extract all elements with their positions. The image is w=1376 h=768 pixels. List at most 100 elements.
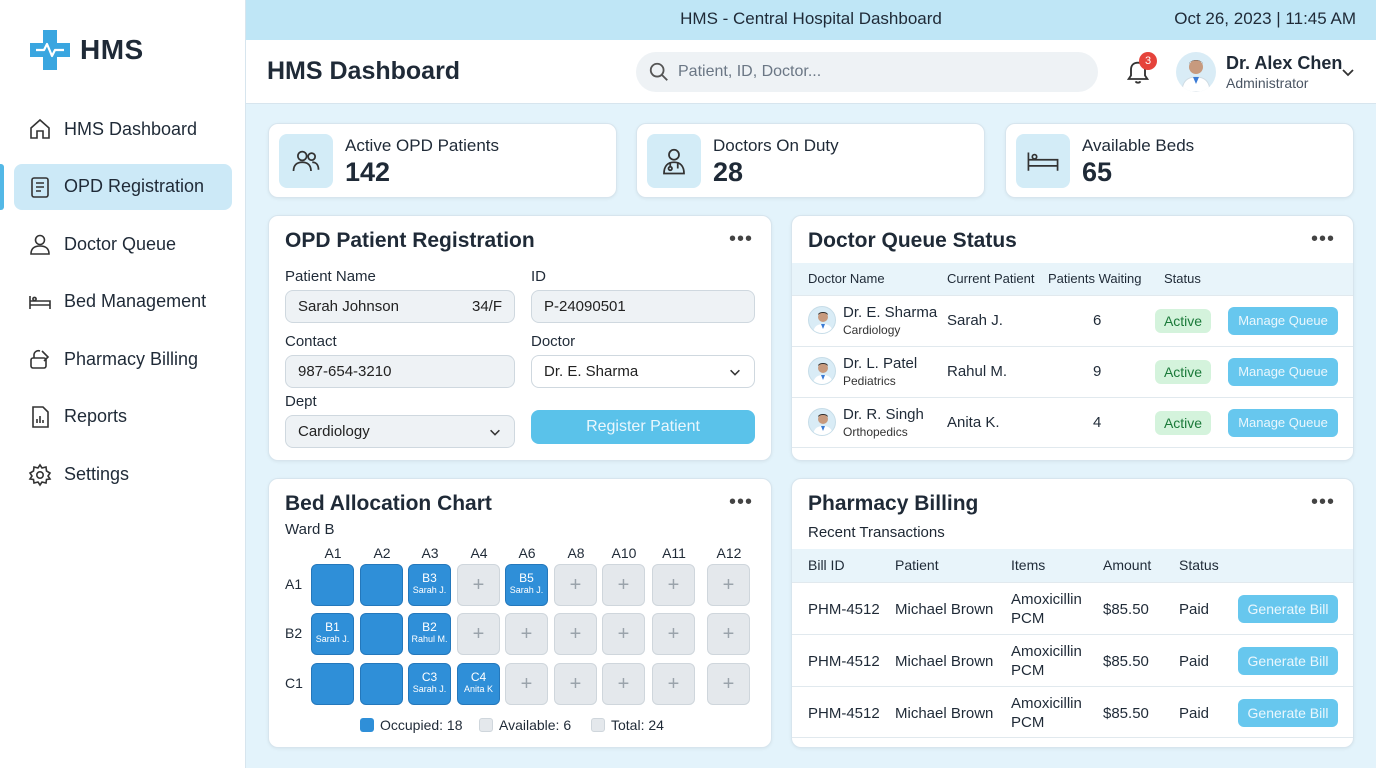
sidebar-item-hms-dashboard[interactable]: HMS Dashboard xyxy=(14,106,232,152)
bed-available[interactable]: + xyxy=(554,564,597,606)
medical-cross-icon xyxy=(30,30,70,70)
sidebar-item-reports[interactable]: Reports xyxy=(14,394,232,440)
legend-available: Available: 6 xyxy=(479,717,571,733)
sidebar-item-doctor-queue[interactable]: Doctor Queue xyxy=(14,221,232,267)
dept-select-value: Cardiology xyxy=(298,423,370,440)
dept-label: Dept xyxy=(285,393,317,410)
generate-bill-button[interactable]: Generate Bill xyxy=(1238,647,1338,675)
sidebar-item-opd-registration[interactable]: OPD Registration xyxy=(0,163,232,210)
bed-occupied[interactable]: C4 Anita K xyxy=(457,663,500,705)
bed-available[interactable]: + xyxy=(707,564,750,606)
table-row: PHM-4512 Michael Brown Amoxicillin PCM $… xyxy=(792,686,1353,738)
bed-available[interactable]: + xyxy=(602,564,645,606)
bed-occupied[interactable] xyxy=(311,663,354,705)
contact-field[interactable]: 987-654-3210 xyxy=(285,355,515,388)
bed-occupied[interactable]: B5 Sarah J. xyxy=(505,564,548,606)
item-name: PCM xyxy=(1011,714,1045,731)
sidebar-item-bed-management[interactable]: Bed Management xyxy=(14,279,232,325)
manage-queue-button[interactable]: Manage Queue xyxy=(1228,358,1338,386)
bed-available[interactable]: + xyxy=(602,613,645,655)
more-menu-icon[interactable]: ••• xyxy=(728,491,753,513)
bed-occupied[interactable]: B2 Rahul M. xyxy=(408,613,451,655)
bed-available[interactable]: + xyxy=(457,613,500,655)
patient-name-field[interactable]: Sarah Johnson 34/F xyxy=(285,290,515,323)
user-avatar[interactable] xyxy=(1176,52,1216,92)
patients-waiting: 9 xyxy=(1093,363,1102,380)
legend-label: Total: 24 xyxy=(611,717,664,733)
more-menu-icon[interactable]: ••• xyxy=(728,228,753,250)
card-subtitle: Recent Transactions xyxy=(808,524,945,541)
more-menu-icon[interactable]: ••• xyxy=(1310,228,1335,250)
bed-occupied[interactable] xyxy=(311,564,354,606)
manage-queue-button[interactable]: Manage Queue xyxy=(1228,409,1338,437)
bed-available[interactable]: + xyxy=(554,613,597,655)
generate-bill-button[interactable]: Generate Bill xyxy=(1238,699,1338,727)
legend-swatch xyxy=(591,718,605,732)
bed-available[interactable]: + xyxy=(505,663,548,705)
card-title: Pharmacy Billing xyxy=(808,492,979,515)
bed-occupied[interactable] xyxy=(360,663,403,705)
doctor-select[interactable]: Dr. E. Sharma xyxy=(531,355,755,388)
column-header: Amount xyxy=(1103,557,1152,573)
generate-bill-button[interactable]: Generate Bill xyxy=(1238,595,1338,623)
bed-row-header: A1 xyxy=(285,576,303,592)
user-icon xyxy=(28,232,52,256)
bed-available[interactable]: + xyxy=(505,613,548,655)
bed-id: B2 xyxy=(422,620,437,634)
bed-available[interactable]: + xyxy=(652,663,695,705)
add-bed-icon: + xyxy=(569,623,582,645)
legend-label: Available: 6 xyxy=(499,717,572,733)
bed-available[interactable]: + xyxy=(602,663,645,705)
bed-available[interactable]: + xyxy=(652,613,695,655)
table-header: Bill ID Patient Items Amount Status xyxy=(792,549,1353,582)
register-patient-button[interactable]: Register Patient xyxy=(531,410,755,444)
bed-row-header: B2 xyxy=(285,625,303,641)
bed-occupied[interactable] xyxy=(360,564,403,606)
bed-available[interactable]: + xyxy=(652,564,695,606)
bed-available[interactable]: + xyxy=(707,663,750,705)
bed-available[interactable]: + xyxy=(707,613,750,655)
column-header: Current Patient xyxy=(947,271,1035,286)
bed-occupied[interactable]: B1 Sarah J. xyxy=(311,613,354,655)
add-bed-icon: + xyxy=(722,623,735,645)
add-bed-icon: + xyxy=(472,623,485,645)
add-bed-icon: + xyxy=(472,574,485,596)
more-menu-icon[interactable]: ••• xyxy=(1310,491,1335,513)
bed-patient: Sarah J. xyxy=(412,684,447,694)
bed-occupied[interactable] xyxy=(360,613,403,655)
user-name[interactable]: Dr. Alex Chen xyxy=(1226,53,1343,73)
table-row: Dr. L. Patel Pediatrics Rahul M. 9 Activ… xyxy=(792,346,1353,397)
bed-column-header: A3 xyxy=(421,545,439,561)
sidebar-item-settings[interactable]: Settings xyxy=(14,452,232,498)
item-name: PCM xyxy=(1011,662,1045,679)
amount: $85.50 xyxy=(1103,601,1149,618)
manage-queue-button[interactable]: Manage Queue xyxy=(1228,307,1338,335)
search-input[interactable] xyxy=(678,63,1058,81)
chevron-down-icon[interactable] xyxy=(1340,64,1356,80)
sidebar-item-pharmacy-billing[interactable]: Pharmacy Billing xyxy=(14,336,232,382)
add-bed-icon: + xyxy=(617,574,630,596)
bill-id: PHM-4512 xyxy=(808,653,880,670)
stat-value: 142 xyxy=(345,157,391,187)
sidebar-item-label: Doctor Queue xyxy=(64,233,177,254)
current-patient: Anita K. xyxy=(947,414,1000,431)
bed-available[interactable]: + xyxy=(554,663,597,705)
search-bar[interactable] xyxy=(636,52,1098,92)
app-logo[interactable]: HMS xyxy=(28,28,144,72)
patient-id-field[interactable]: P-24090501 xyxy=(531,290,755,323)
bed-patient: Sarah J. xyxy=(509,585,544,595)
bed-occupied[interactable]: C3 Sarah J. xyxy=(408,663,451,705)
bed-id: B3 xyxy=(422,571,437,585)
doctor-name: Dr. R. Singh xyxy=(843,406,924,423)
doctor-label: Doctor xyxy=(531,333,576,350)
bed-column-header: A2 xyxy=(373,545,391,561)
payment-status: Paid xyxy=(1179,601,1210,618)
notification-badge: 3 xyxy=(1139,52,1157,70)
search-icon xyxy=(649,62,668,81)
stat-card-opd-patients: Active OPD Patients 142 xyxy=(268,123,617,198)
dept-select[interactable]: Cardiology xyxy=(285,415,515,448)
doctor-specialty: Orthopedics xyxy=(843,425,908,439)
bed-available[interactable]: + xyxy=(457,564,500,606)
doctor-avatar xyxy=(808,306,836,334)
bed-occupied[interactable]: B3 Sarah J. xyxy=(408,564,451,606)
